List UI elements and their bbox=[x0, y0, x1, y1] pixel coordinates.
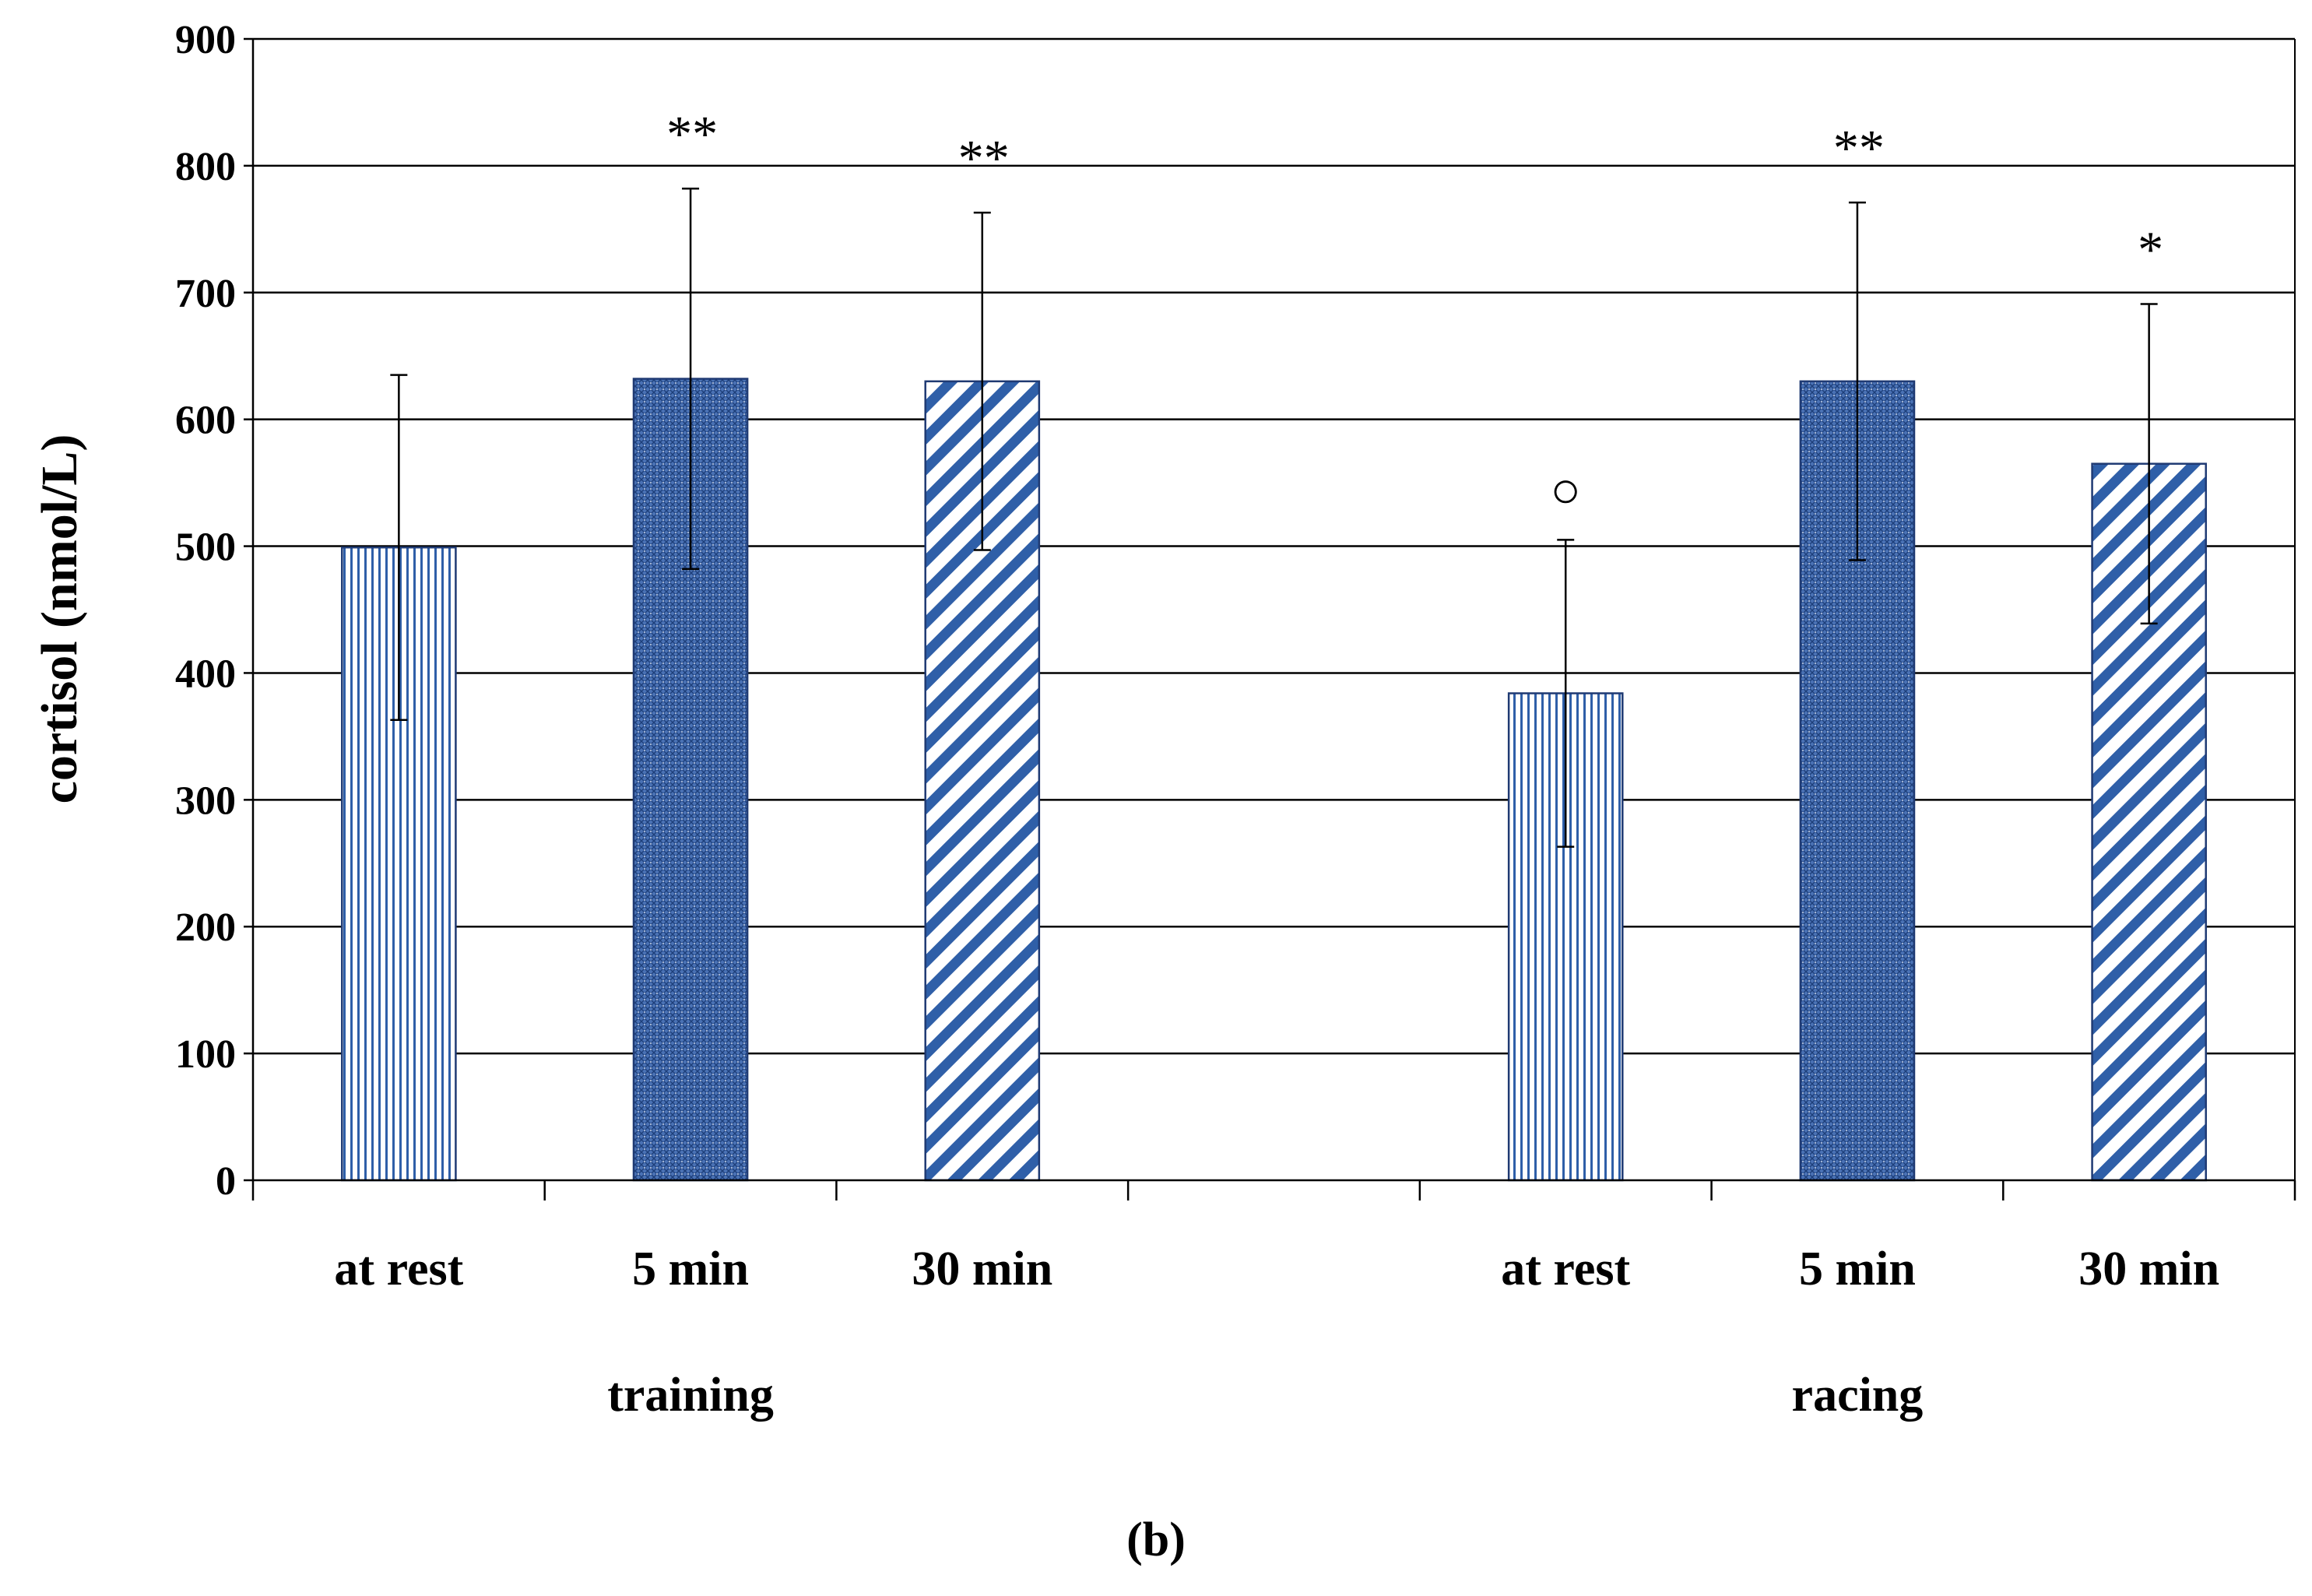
y-tick-label: 900 bbox=[175, 18, 236, 62]
x-category-label: at rest bbox=[1501, 1243, 1630, 1295]
panel-label: (b) bbox=[1126, 1513, 1186, 1566]
y-tick-label: 0 bbox=[216, 1159, 236, 1204]
significance-annotation: ** bbox=[1833, 120, 1885, 177]
y-tick-label: 600 bbox=[175, 399, 236, 443]
y-tick-label: 100 bbox=[175, 1032, 236, 1077]
y-tick-label: 500 bbox=[175, 526, 236, 570]
y-tick-label: 800 bbox=[175, 145, 236, 189]
y-tick-label: 200 bbox=[175, 905, 236, 950]
significance-annotation: ** bbox=[666, 106, 718, 163]
significance-annotation: * bbox=[2138, 221, 2163, 278]
y-tick-label: 700 bbox=[175, 272, 236, 316]
x-category-label: 30 min bbox=[2078, 1243, 2219, 1295]
gridlines bbox=[253, 37, 2295, 1055]
x-category-label: 30 min bbox=[912, 1243, 1052, 1295]
y-axis-ticks: 0 100 200 300 400 500 600 700 800 900 bbox=[175, 18, 253, 1204]
x-category-label: 5 min bbox=[632, 1243, 749, 1295]
y-axis-title: cortisol (nmol/L) bbox=[31, 434, 88, 804]
x-category-label: at rest bbox=[334, 1243, 463, 1295]
x-category-label: 5 min bbox=[1799, 1243, 1916, 1295]
bars bbox=[341, 187, 2207, 1182]
significance-annotation: ○ bbox=[1550, 462, 1581, 519]
group-label-training: training bbox=[607, 1369, 774, 1422]
axes bbox=[251, 39, 2296, 1201]
group-label-racing: racing bbox=[1792, 1369, 1924, 1422]
significance-annotation: ** bbox=[958, 130, 1010, 187]
y-tick-label: 300 bbox=[175, 779, 236, 823]
y-tick-label: 400 bbox=[175, 652, 236, 696]
